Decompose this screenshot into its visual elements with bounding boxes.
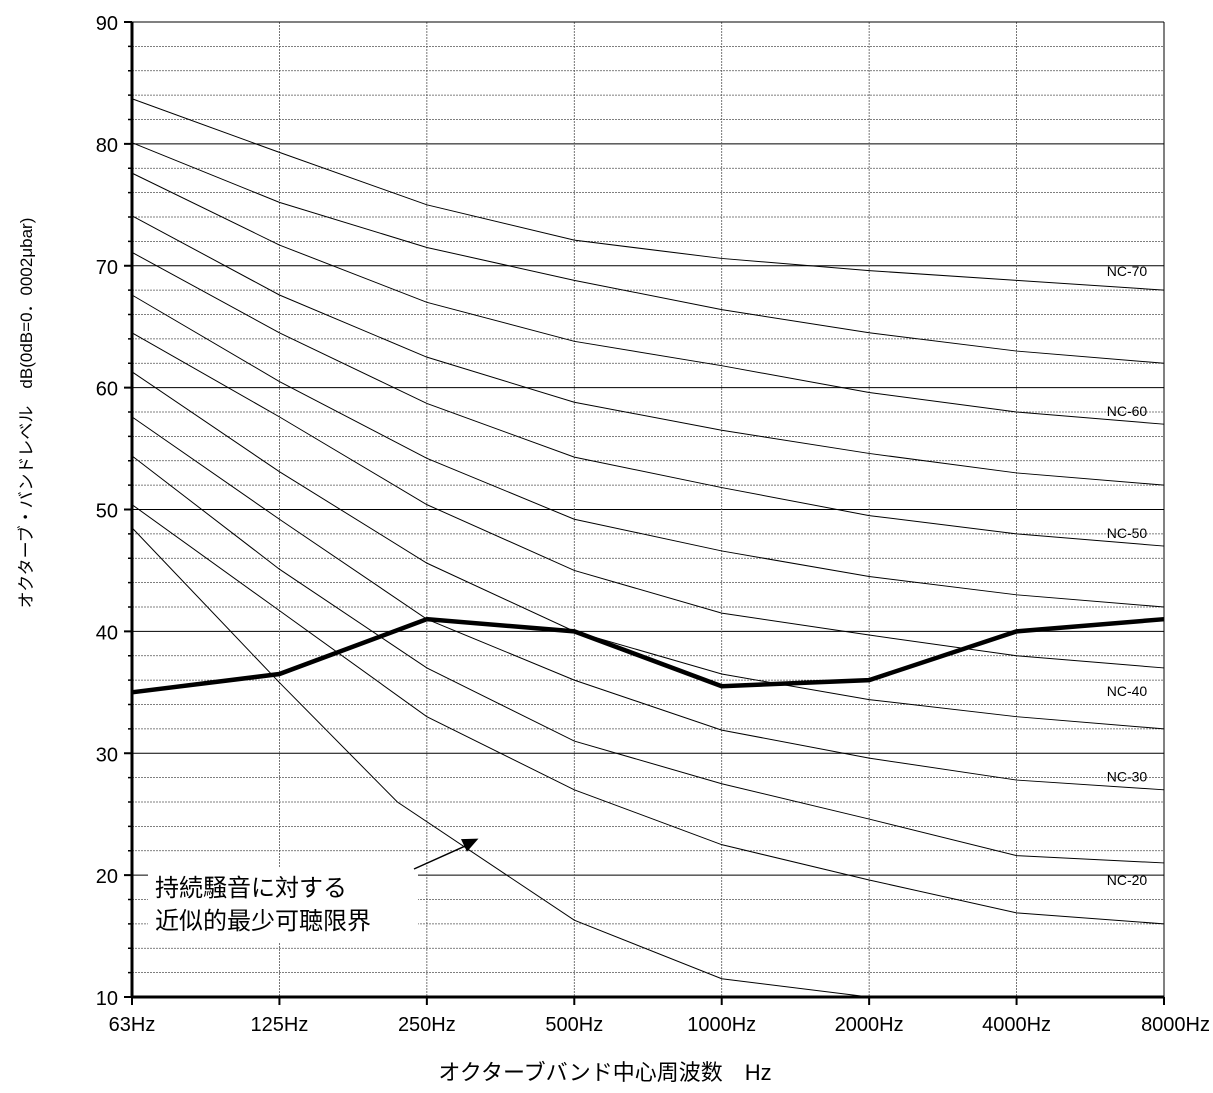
- nc-curves: [131, 98, 1165, 925]
- y-tick-label: 30: [96, 744, 118, 766]
- nc-curve: [131, 215, 1165, 486]
- nc-curve: [131, 251, 1165, 547]
- y-tick-label: 60: [96, 379, 118, 401]
- y-tick-label: 40: [96, 622, 118, 644]
- x-tick-label: 8000Hz: [1141, 1014, 1210, 1036]
- nc-curve: [131, 98, 1165, 291]
- x-tick-label: 4000Hz: [982, 1014, 1051, 1036]
- nc-label: NC-30: [1107, 769, 1148, 785]
- y-tick-label: 90: [96, 13, 118, 35]
- nc-curve: [131, 294, 1165, 608]
- nc-curve: [131, 332, 1165, 669]
- nc-label: NC-50: [1107, 525, 1148, 541]
- annotation-arrow-line: [413, 843, 469, 870]
- nc-curve: [131, 416, 1165, 791]
- annotation-box: [148, 868, 418, 942]
- nc-label: NC-20: [1107, 872, 1148, 888]
- y-tick-label: 20: [96, 866, 118, 888]
- x-tick-label: 250Hz: [398, 1014, 456, 1036]
- y-tick-label: 70: [96, 257, 118, 279]
- y-tick-labels: 10 20 30 40 50 60 70 80 90: [96, 13, 118, 1010]
- nc-curve: [131, 504, 1165, 925]
- x-tick-label: 1000Hz: [687, 1014, 756, 1036]
- annotation-text: 持続騒音に対する: [155, 875, 347, 902]
- axes: [124, 21, 1165, 1005]
- y-axis-title: オクターブ・バンドレベル dB(0dB=0．0002μbar): [16, 218, 36, 609]
- measured-line: [131, 616, 1165, 695]
- vertical-gridlines: [279, 22, 1017, 997]
- nc-curve: [131, 172, 1165, 425]
- nc-curve: [131, 142, 1165, 364]
- x-tick-label: 125Hz: [251, 1014, 309, 1036]
- y-tick-label: 10: [96, 988, 118, 1010]
- nc-label: NC-40: [1107, 683, 1148, 699]
- nc-curve: [131, 371, 1165, 730]
- nc-label: NC-60: [1107, 403, 1148, 419]
- nc-curve: [131, 455, 1165, 864]
- nc-label: NC-70: [1107, 263, 1148, 279]
- nc-labels: NC-70 NC-60 NC-50 NC-40 NC-30 NC-20: [1107, 263, 1148, 888]
- x-tick-label: 500Hz: [545, 1014, 603, 1036]
- x-axis-title: オクターブバンド中心周波数 Hz: [438, 1060, 771, 1085]
- annotation-arrowhead: [461, 838, 479, 852]
- major-gridlines: [132, 143, 1164, 876]
- x-tick-label: 63Hz: [109, 1014, 156, 1036]
- y-tick-label: 80: [96, 135, 118, 157]
- annotation-text: 近似的最少可聴限界: [155, 908, 371, 935]
- y-tick-label: 50: [96, 501, 118, 523]
- measured-series: [131, 616, 1165, 695]
- minor-gridlines: [132, 45, 1164, 974]
- x-tick-labels: 63Hz 125Hz 250Hz 500Hz 1000Hz 2000Hz 4000Hz 800…: [109, 1014, 1210, 1036]
- x-tick-label: 2000Hz: [835, 1014, 904, 1036]
